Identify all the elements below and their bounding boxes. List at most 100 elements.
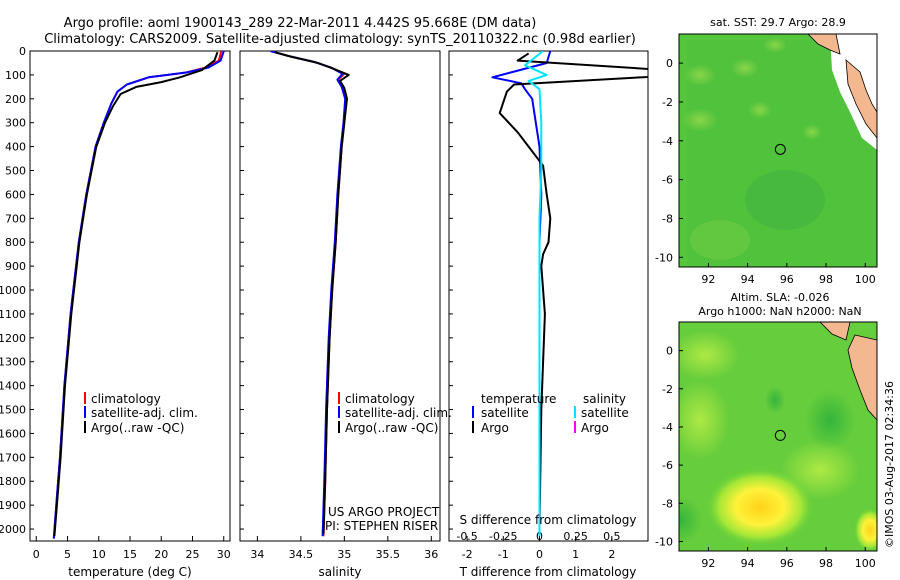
depth-tick-label: 400 <box>5 141 26 154</box>
imos-timestamp: ©IMOS 03-Aug-2017 02:34:36 <box>883 381 896 548</box>
series-line-salinity-satellite <box>524 51 548 537</box>
depth-tick-label: 0 <box>19 45 26 58</box>
series-line-satellite-adj-clim- <box>52 51 225 539</box>
salinity-diff-tick-label: 0 <box>536 530 543 543</box>
depth-tick-label: 1700 <box>0 451 26 464</box>
lon-tick-label: 98 <box>819 273 833 286</box>
x-tick-label: 36 <box>424 548 438 561</box>
legend-label-sal-satellite: satellite <box>581 406 629 420</box>
x-tick-label: 1 <box>572 548 579 561</box>
sst-map-ticks: 92 94 96 98 100 0 -2 -4 -6 -8 -10 <box>655 57 876 286</box>
depth-tick-label: 1600 <box>0 427 26 440</box>
depth-tick-label: 1800 <box>0 475 26 488</box>
salinity-series <box>270 51 350 537</box>
depth-tick-label: 1900 <box>0 499 26 512</box>
depth-tick-label: 100 <box>5 69 26 82</box>
difference-axes <box>448 50 649 542</box>
lon-tick-label: 100 <box>855 557 876 570</box>
lon-tick-label: 94 <box>741 557 755 570</box>
lon-tick-label: 96 <box>780 557 794 570</box>
difference-series <box>491 51 648 537</box>
depth-tick-label: 800 <box>5 236 26 249</box>
temperature-axis-ticks: 0 5 10 15 20 25 30 <box>33 536 231 561</box>
legend-heading-temperature: temperature <box>481 392 556 406</box>
x-tick-label: 35.5 <box>376 548 401 561</box>
legend-label-satellite: satellite-adj. clim. <box>91 406 198 420</box>
series-line-argo-raw-qc- <box>274 51 350 534</box>
difference-xlabel-top: S difference from climatology <box>460 513 637 527</box>
x-tick-label: 34 <box>250 548 264 561</box>
sst-map-title: sat. SST: 29.7 Argo: 28.9 <box>710 16 846 29</box>
difference-legend: temperature satellite Argo salinity sate… <box>472 392 629 435</box>
sst-map-field <box>679 34 877 267</box>
legend-heading-salinity: salinity <box>583 392 626 406</box>
depth-tick-label: 700 <box>5 212 26 225</box>
credit-pi: PI: STEPHEN RISER <box>325 519 438 533</box>
depth-tick-label: 1000 <box>0 284 26 297</box>
lon-tick-label: 98 <box>819 557 833 570</box>
difference-xlabel: T difference from climatology <box>459 565 637 579</box>
lat-tick-label: 0 <box>666 57 673 70</box>
sla-map-subtitle: Argo h1000: NaN h2000: NaN <box>698 305 861 318</box>
lat-tick-label: 0 <box>666 345 673 358</box>
sla-map-field <box>679 322 877 551</box>
depth-tick-label: 2000 <box>0 523 26 536</box>
legend-label-argo: Argo(..raw -QC) <box>91 421 184 435</box>
x-tick-label: 10 <box>92 548 106 561</box>
lon-tick-label: 92 <box>701 273 715 286</box>
depth-tick-label: 1300 <box>0 356 26 369</box>
salinity-axis-ticks: 34 34.5 35 35.5 36 <box>250 536 438 561</box>
salinity-xlabel: salinity <box>318 565 361 579</box>
salinity-axes <box>239 50 441 542</box>
legend-label-sal-argo: Argo <box>581 421 609 435</box>
lat-tick-label: -8 <box>662 497 673 510</box>
depth-tick-label: 900 <box>5 260 26 273</box>
x-tick-label: 20 <box>154 548 168 561</box>
x-tick-label: 34.5 <box>289 548 314 561</box>
sla-map-ticks: 92 94 96 98 100 0 -2 -4 -6 -8 -10 <box>655 345 876 570</box>
series-line-climatology <box>270 51 348 537</box>
lat-tick-label: -6 <box>662 174 673 187</box>
sst-profile-location-marker <box>774 143 786 155</box>
lon-tick-label: 94 <box>741 273 755 286</box>
sla-map-title: Altim. SLA: -0.026 <box>730 291 829 304</box>
x-tick-label: 2 <box>608 548 615 561</box>
depth-axis-ticks: 0 100 200 300 400 500 600 700 800 900 1000 1100 1200… <box>0 45 453 536</box>
temperature-series <box>52 51 225 539</box>
salinity-legend: climatology satellite-adj. clim. Argo(..… <box>338 392 452 435</box>
lat-tick-label: -2 <box>662 96 673 109</box>
lon-tick-label: 96 <box>780 273 794 286</box>
temperature-xlabel: temperature (deg C) <box>68 565 191 579</box>
depth-tick-label: 1500 <box>0 404 26 417</box>
sst-map-frame <box>678 33 878 268</box>
x-tick-label: 25 <box>186 548 200 561</box>
series-line-climatology <box>52 51 223 539</box>
depth-tick-label: 1100 <box>0 308 26 321</box>
figure-title-line2: Climatology: CARS2009. Satellite-adjuste… <box>44 32 636 47</box>
series-line-satellite-adj-clim- <box>270 51 347 537</box>
lat-tick-label: -10 <box>655 535 673 548</box>
lat-tick-label: -6 <box>662 459 673 472</box>
lat-tick-label: -2 <box>662 383 673 396</box>
x-tick-label: 5 <box>64 548 71 561</box>
depth-tick-label: 500 <box>5 165 26 178</box>
sla-map-frame <box>678 321 878 552</box>
depth-tick-label: 200 <box>5 93 26 106</box>
depth-tick-label: 300 <box>5 117 26 130</box>
x-tick-label: -2 <box>462 548 473 561</box>
legend-label-temp-argo: Argo <box>481 421 509 435</box>
salinity-diff-tick-label: -0.25 <box>489 530 517 543</box>
x-tick-label: 15 <box>123 548 137 561</box>
legend-label-argo: Argo(..raw -QC) <box>345 421 438 435</box>
lat-tick-label: -8 <box>662 212 673 225</box>
legend-label-climatology: climatology <box>91 392 161 406</box>
depth-tick-label: 600 <box>5 188 26 201</box>
legend-label-temp-satellite: satellite <box>481 406 529 420</box>
series-line-argo-raw-qc- <box>53 51 219 537</box>
lat-tick-label: -10 <box>655 251 673 264</box>
salinity-diff-tick-label: 0.5 <box>603 530 621 543</box>
temperature-legend: climatology satellite-adj. clim. Argo(..… <box>84 392 198 435</box>
x-tick-label: -1 <box>498 548 509 561</box>
legend-label-satellite: satellite-adj. clim. <box>345 406 452 420</box>
